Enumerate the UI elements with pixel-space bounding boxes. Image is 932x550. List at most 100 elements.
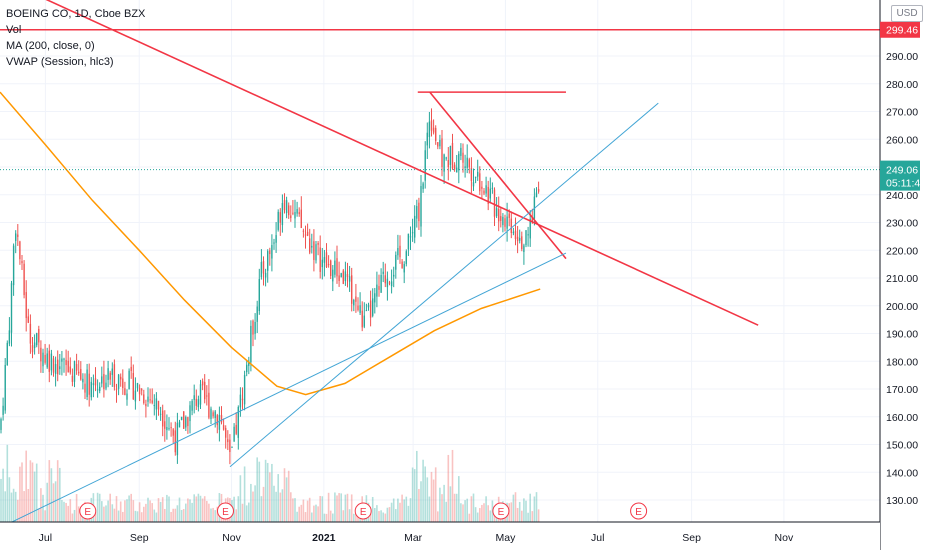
candle-body bbox=[130, 366, 132, 371]
candle-body bbox=[493, 189, 496, 217]
price-tick-label: 200.00 bbox=[886, 301, 918, 313]
price-axis[interactable]: 290.00 280.00 270.00 260.00 240.00 230.00 220.… bbox=[879, 0, 932, 550]
candle-body bbox=[262, 261, 265, 274]
candle-body bbox=[229, 439, 231, 453]
vwap-legend[interactable]: VWAP (Session, hlc3) bbox=[6, 56, 114, 68]
volume-bar bbox=[416, 450, 418, 522]
candle-body bbox=[235, 424, 237, 434]
volume-bar bbox=[193, 494, 195, 522]
volume-bar bbox=[65, 502, 67, 522]
volume-bar bbox=[136, 511, 139, 522]
volume-bar bbox=[2, 468, 4, 522]
symbol-title[interactable]: BOEING CO, 1D, Cboe BZX bbox=[6, 8, 146, 20]
volume-bar bbox=[403, 499, 405, 522]
candle-body bbox=[237, 407, 239, 438]
volume-bar bbox=[455, 493, 458, 522]
volume-bar bbox=[262, 486, 265, 522]
volume-bar bbox=[212, 507, 214, 522]
candle-body bbox=[346, 274, 349, 278]
volume-bar bbox=[105, 505, 107, 522]
candle-body bbox=[124, 388, 126, 396]
candle-body bbox=[309, 238, 311, 253]
volume-bar bbox=[35, 463, 38, 522]
candle-body bbox=[162, 410, 164, 427]
grid bbox=[0, 0, 880, 522]
candle-body bbox=[468, 159, 470, 168]
volume-bar bbox=[512, 494, 515, 522]
currency-label[interactable]: USD bbox=[891, 5, 923, 22]
volume-bar bbox=[122, 511, 124, 522]
volume-bar bbox=[149, 500, 151, 522]
candle-body bbox=[220, 414, 223, 423]
candle-body bbox=[132, 373, 134, 400]
volume-bar bbox=[470, 496, 473, 522]
volume-legend[interactable]: Vol bbox=[6, 24, 22, 36]
time-axis[interactable]: Jul Sep Nov 2021 Mar May Jul Sep Nov bbox=[0, 521, 880, 550]
volume-bar bbox=[157, 498, 160, 522]
volume-bar bbox=[195, 496, 198, 522]
candle-body bbox=[134, 390, 137, 402]
candle-body bbox=[514, 230, 517, 239]
earnings-marker bbox=[216, 502, 234, 520]
candle-body bbox=[174, 430, 176, 453]
candle-body bbox=[306, 231, 309, 236]
trendlines[interactable] bbox=[0, 0, 880, 529]
volume-bar bbox=[449, 486, 452, 522]
candle-body bbox=[252, 320, 254, 335]
volume-bar bbox=[245, 505, 248, 522]
candle-body bbox=[321, 259, 323, 268]
candle-body bbox=[0, 419, 2, 430]
candle-body bbox=[365, 310, 368, 312]
volume-bar bbox=[466, 498, 468, 522]
candle-body bbox=[71, 375, 74, 382]
volume-bar bbox=[447, 454, 450, 522]
candle-body bbox=[241, 398, 244, 401]
trendline-blue bbox=[229, 102, 659, 468]
candle-body bbox=[54, 364, 57, 374]
candle-body bbox=[113, 364, 116, 388]
volume-bar bbox=[201, 498, 204, 522]
candle-body bbox=[422, 183, 424, 190]
candle-body bbox=[21, 261, 23, 264]
candle-body bbox=[481, 186, 483, 189]
candle-body bbox=[25, 292, 27, 319]
volume-bar bbox=[445, 501, 447, 522]
candle-body bbox=[464, 166, 466, 169]
candle-body bbox=[411, 232, 414, 234]
price-tick-label: 280.00 bbox=[886, 79, 918, 91]
volume-bar bbox=[103, 506, 105, 522]
candle-body bbox=[279, 212, 281, 223]
candle-body bbox=[264, 272, 267, 278]
volume-bar bbox=[77, 506, 80, 522]
candle-body bbox=[521, 236, 523, 250]
candle-body bbox=[453, 164, 456, 170]
candle-body bbox=[374, 293, 376, 303]
candle-body bbox=[195, 398, 197, 406]
candle-body bbox=[27, 316, 29, 323]
price-tick-label: 210.00 bbox=[886, 273, 918, 285]
volume-bar bbox=[527, 512, 529, 522]
candle-body bbox=[17, 234, 19, 237]
candle-body bbox=[197, 399, 200, 408]
volume-bar bbox=[332, 513, 334, 522]
ma-legend[interactable]: MA (200, close, 0) bbox=[6, 40, 95, 52]
candle-body bbox=[90, 381, 92, 398]
candle-body bbox=[504, 218, 506, 227]
volume-bar bbox=[168, 496, 170, 522]
volume-bar bbox=[407, 505, 410, 522]
volume-bar bbox=[145, 503, 147, 522]
volume-bar bbox=[241, 503, 244, 522]
candle-body bbox=[288, 205, 290, 216]
candle-body bbox=[531, 217, 533, 223]
candle-body bbox=[508, 213, 510, 218]
volume-bar bbox=[203, 496, 206, 522]
candle-body bbox=[52, 358, 55, 373]
candle-body bbox=[353, 299, 355, 306]
volume-bar bbox=[19, 466, 21, 522]
volume-bar bbox=[521, 510, 523, 522]
volume-bar bbox=[369, 508, 372, 522]
candle-body bbox=[96, 389, 99, 391]
earnings-marker-label: E bbox=[635, 507, 642, 518]
candle-body bbox=[533, 196, 536, 219]
